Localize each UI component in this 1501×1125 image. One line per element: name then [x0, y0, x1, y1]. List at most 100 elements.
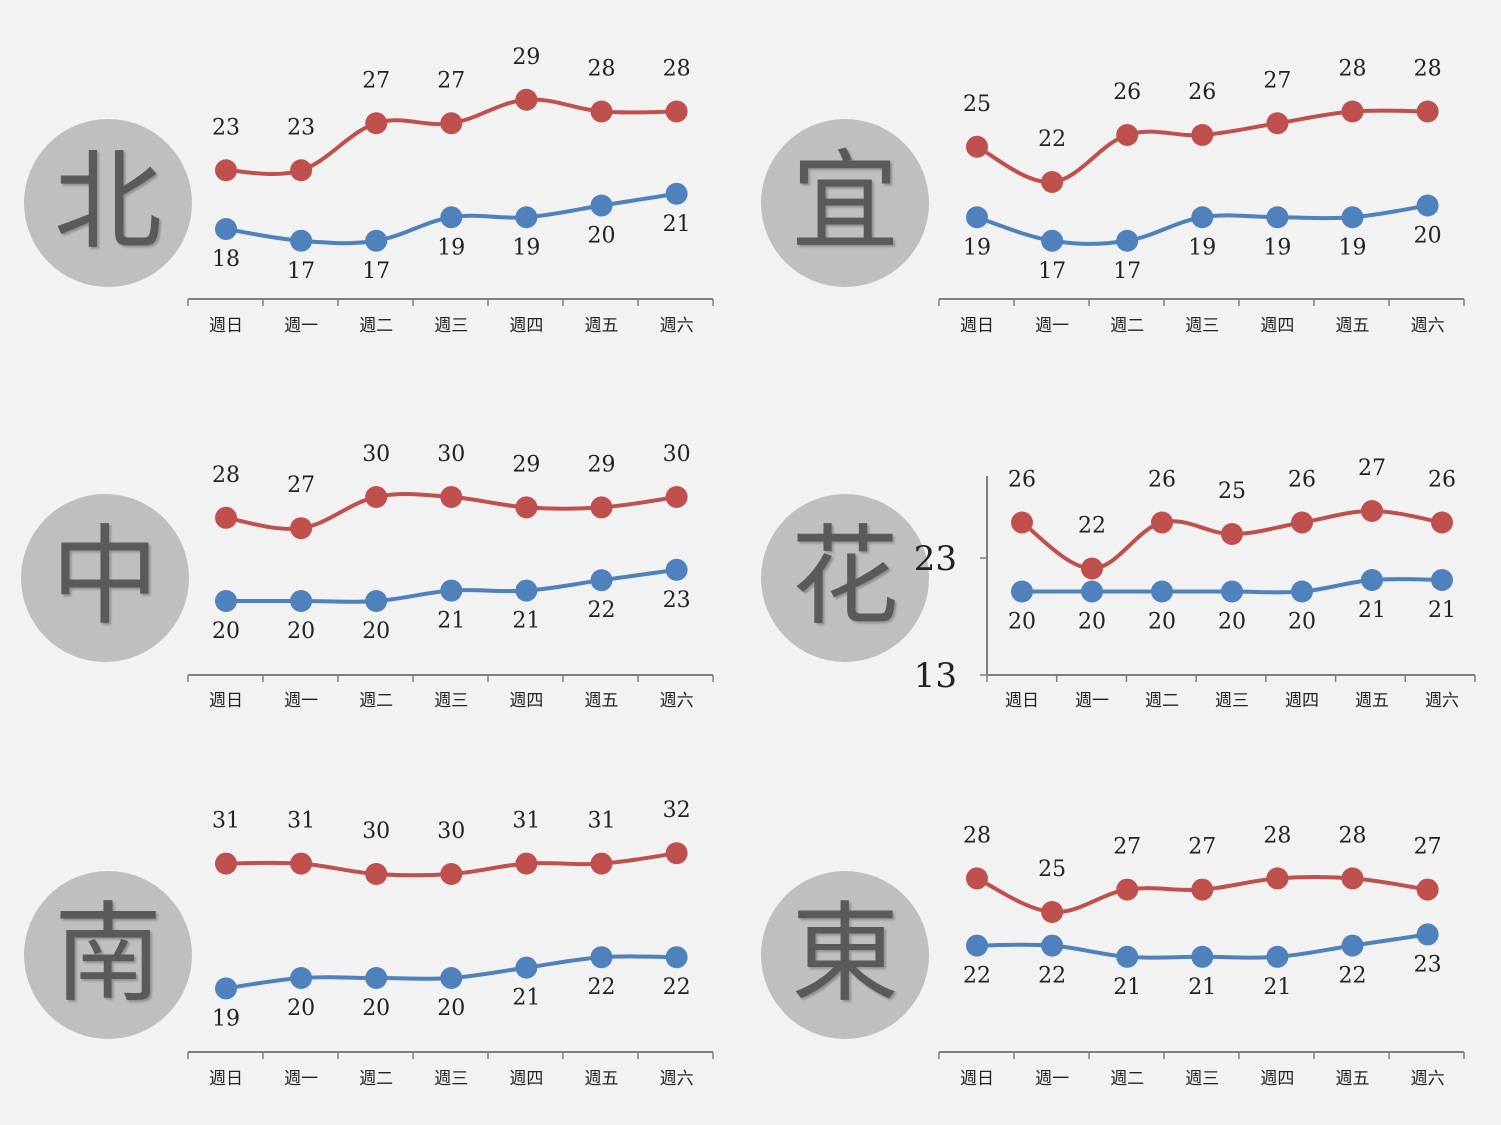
high-temp-point: [515, 852, 538, 875]
high-temp-label: 27: [1113, 835, 1141, 860]
high-temp-point: [1041, 171, 1064, 193]
high-temp-point: [515, 88, 538, 111]
low-temp-label: 21: [512, 609, 540, 634]
high-temp-label: 26: [1113, 80, 1141, 105]
high-temp-point: [1116, 878, 1139, 901]
high-temp-label: 28: [588, 57, 616, 82]
low-temp-point: [1341, 206, 1364, 229]
region-name-hualien: 花: [790, 515, 899, 640]
low-temp-point: [665, 182, 688, 205]
high-temp-label: 28: [1414, 57, 1442, 82]
high-temp-point: [590, 496, 613, 519]
high-temp-label: 31: [212, 809, 240, 834]
high-temp-label: 27: [362, 68, 390, 93]
high-temp-label: 26: [1288, 468, 1316, 493]
x-tick-label: 週五: [585, 691, 619, 711]
x-tick-label: 週二: [359, 1069, 393, 1089]
high-temp-point: [1191, 124, 1214, 146]
x-tick-label: 週一: [1035, 316, 1069, 336]
x-tick-label: 週四: [1260, 1069, 1294, 1089]
region-name-yilan: 宜: [790, 140, 899, 265]
low-temp-label: 20: [1288, 610, 1316, 635]
high-temp-point: [1041, 901, 1064, 923]
high-temp-label: 26: [1188, 80, 1216, 105]
low-temp-label: 22: [588, 975, 616, 1000]
high-temp-label: 28: [1339, 823, 1367, 848]
high-temp-point: [1341, 100, 1364, 123]
high-temp-point: [966, 135, 988, 158]
low-temp-label: 20: [1148, 610, 1176, 635]
x-tick-label: 週五: [585, 316, 619, 336]
low-temp-point: [1191, 206, 1214, 229]
low-temp-point: [1191, 945, 1214, 968]
x-tick-label: 週六: [1425, 691, 1459, 711]
x-tick-label: 週二: [359, 691, 393, 711]
low-temp-label: 20: [1414, 224, 1442, 249]
high-temp-point: [665, 842, 688, 865]
low-temp-point: [515, 956, 538, 979]
low-temp-label: 20: [362, 996, 390, 1021]
low-temp-point: [1266, 945, 1289, 968]
region-badge-north: 北: [24, 119, 192, 287]
low-temp-label: 20: [437, 996, 465, 1021]
x-tick-label: 週六: [660, 1069, 694, 1089]
high-temp-label: 32: [663, 798, 691, 823]
high-temp-label: 26: [1428, 468, 1456, 493]
low-temp-point: [215, 977, 237, 1000]
high-temp-point: [665, 100, 688, 123]
x-tick-label: 週四: [1260, 316, 1294, 336]
low-temp-label: 20: [212, 619, 240, 644]
low-temp-point: [1041, 934, 1064, 957]
x-tick-label: 週二: [359, 316, 393, 336]
low-temp-point: [1361, 569, 1383, 591]
y-tick-label: 13: [914, 656, 957, 696]
high-temp-label: 25: [963, 92, 991, 117]
x-tick-label: 週六: [660, 691, 694, 711]
x-tick-label: 週三: [1185, 1069, 1219, 1089]
high-temp-point: [1011, 511, 1033, 534]
low-temp-point: [1416, 194, 1439, 217]
x-tick-label: 週一: [1075, 691, 1109, 711]
high-temp-label: 29: [512, 452, 540, 477]
x-tick-label: 週四: [509, 316, 543, 336]
high-temp-point: [440, 863, 463, 885]
low-temp-point: [515, 206, 538, 229]
x-tick-label: 週日: [209, 316, 243, 336]
low-temp-point: [365, 590, 388, 612]
high-temp-label: 28: [963, 823, 991, 848]
low-temp-point: [215, 218, 237, 240]
region-badge-south: 南: [24, 871, 192, 1039]
high-temp-label: 30: [362, 442, 390, 467]
x-tick-label: 週二: [1110, 1069, 1144, 1089]
high-temp-label: 31: [287, 809, 315, 834]
low-temp-point: [966, 934, 988, 957]
x-tick-label: 週三: [434, 691, 468, 711]
x-tick-label: 週四: [1285, 691, 1319, 711]
low-temp-label: 19: [437, 235, 465, 260]
low-temp-label: 17: [362, 259, 390, 284]
region-name-south: 南: [53, 892, 162, 1017]
y-tick-label: 23: [914, 539, 957, 579]
high-temp-label: 30: [362, 819, 390, 844]
low-temp-label: 19: [212, 1006, 240, 1031]
high-temp-point: [1416, 100, 1439, 123]
low-temp-point: [1431, 569, 1453, 591]
low-temp-point: [590, 569, 613, 592]
chart-yilan: 週日 週一 週二 週三 週四 週五 週六 25 22 26 26 27 28 28 19 17 17 19 19 19…: [938, 57, 1465, 336]
x-tick-label: 週日: [209, 691, 243, 711]
high-temp-point: [1116, 124, 1139, 146]
high-temp-point: [1081, 557, 1103, 580]
high-temp-point: [966, 867, 988, 890]
low-temp-point: [440, 206, 463, 229]
low-temp-label: 22: [1339, 964, 1367, 989]
region-badge-east: 東: [761, 871, 929, 1039]
high-temp-point: [1431, 511, 1453, 534]
high-temp-label: 25: [1218, 479, 1246, 504]
high-temp-label: 22: [1038, 127, 1066, 152]
region-name-central: 中: [50, 515, 159, 640]
low-temp-point: [1116, 945, 1139, 968]
high-temp-label: 31: [512, 809, 540, 834]
low-temp-label: 20: [362, 619, 390, 644]
low-temp-label: 21: [1263, 975, 1291, 1000]
